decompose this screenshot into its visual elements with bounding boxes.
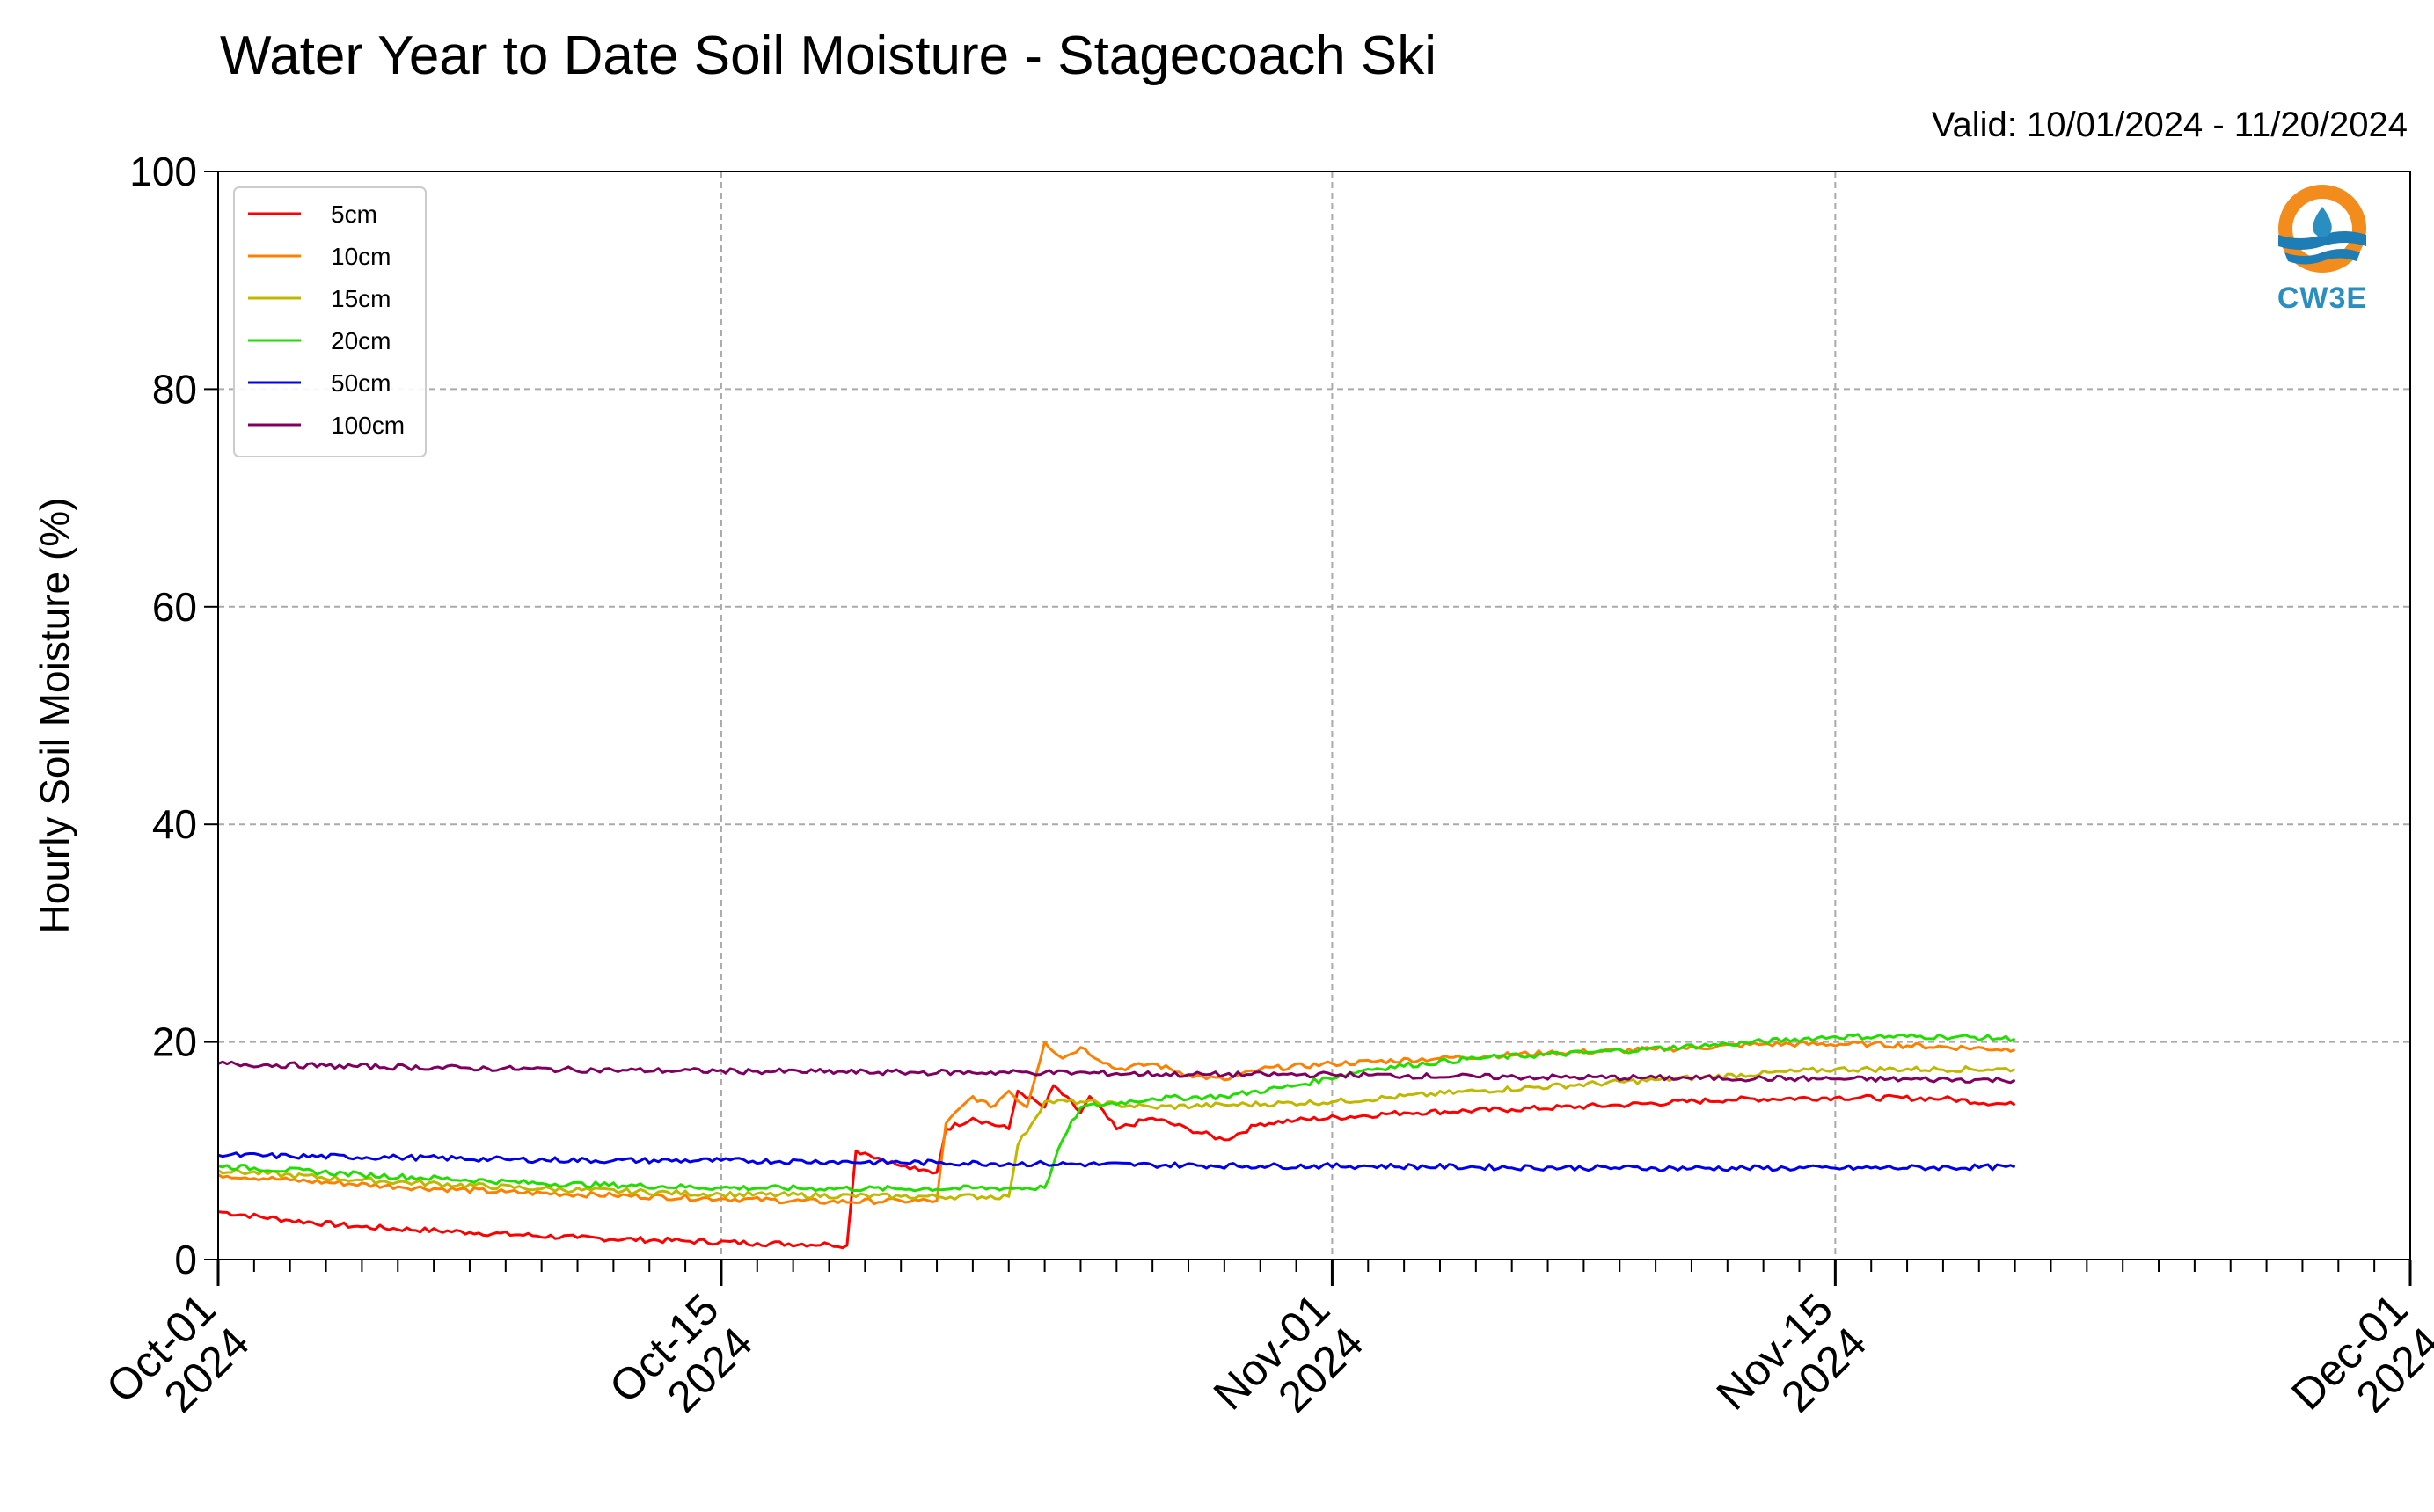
legend-label-5cm: 5cm bbox=[331, 201, 377, 228]
series-line-50cm bbox=[217, 1151, 2016, 1172]
chart-subtitle: Valid: 10/01/2024 - 11/20/2024 bbox=[1931, 106, 2408, 144]
cw3e-logo: CW3E bbox=[2265, 180, 2379, 321]
legend-label-20cm: 20cm bbox=[331, 327, 391, 354]
series-line-10cm bbox=[217, 1040, 2016, 1206]
series-line-20cm bbox=[217, 1033, 2016, 1193]
grid bbox=[218, 172, 2410, 1260]
y-tick-label: 100 bbox=[129, 149, 197, 194]
series-line-15cm bbox=[217, 1065, 2016, 1201]
series-line-5cm bbox=[217, 1084, 2016, 1250]
series-lines bbox=[217, 1033, 2016, 1250]
y-tick-label: 20 bbox=[152, 1019, 197, 1065]
chart-title: Water Year to Date Soil Moisture - Stage… bbox=[220, 26, 1437, 86]
legend-label-50cm: 50cm bbox=[331, 369, 391, 397]
y-tick-label: 60 bbox=[152, 584, 197, 630]
y-tick-label: 80 bbox=[152, 366, 197, 412]
plot-frame bbox=[217, 171, 2411, 1260]
y-tick-label: 0 bbox=[174, 1237, 197, 1282]
legend-label-10cm: 10cm bbox=[331, 243, 391, 270]
series-line-100cm bbox=[217, 1060, 2016, 1085]
water-drop-icon bbox=[2278, 185, 2366, 273]
y-axis-label: Hourly Soil Moisture (%) bbox=[32, 498, 77, 934]
y-tick-label: 40 bbox=[152, 801, 197, 847]
legend-label-100cm: 100cm bbox=[331, 412, 405, 439]
legend: 5cm 10cm 15cm 20cm 50cm 100cm bbox=[233, 186, 427, 457]
logo-text: CW3E bbox=[2277, 281, 2368, 315]
legend-label-15cm: 15cm bbox=[331, 285, 391, 312]
